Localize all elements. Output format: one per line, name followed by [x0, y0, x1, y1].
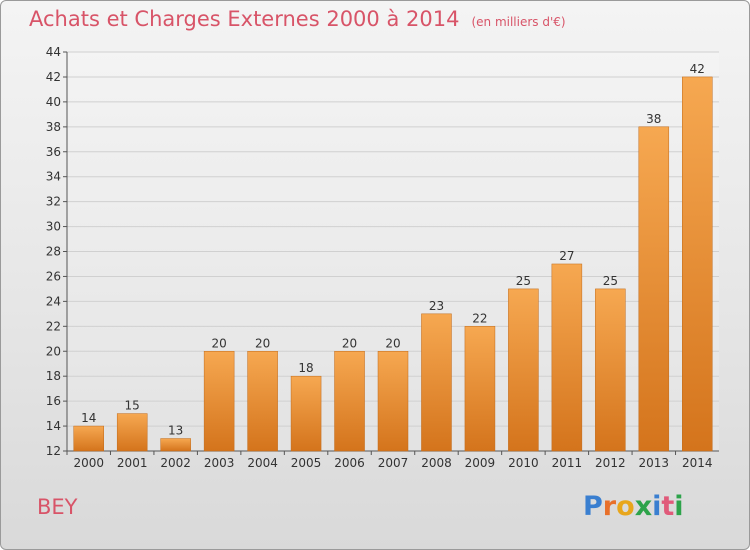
commune-name: BEY — [37, 495, 78, 519]
logo-letter: r — [602, 491, 617, 522]
y-tick-label: 42 — [46, 70, 61, 84]
logo-letter: x — [634, 491, 653, 522]
data-label: 22 — [472, 311, 487, 325]
x-tick-label: 2010 — [508, 456, 539, 470]
bar — [116, 413, 148, 452]
data-label: 23 — [429, 299, 444, 313]
y-tick-label: 16 — [46, 394, 61, 408]
bar — [551, 263, 583, 452]
y-tick-label: 30 — [46, 220, 61, 234]
bar — [247, 351, 278, 452]
x-tick-label: 2005 — [291, 456, 322, 470]
data-label: 20 — [385, 336, 400, 350]
logo-letter: i — [652, 491, 662, 522]
y-tick-label: 22 — [46, 319, 61, 333]
bar — [682, 76, 713, 452]
x-tick-label: 2004 — [247, 456, 278, 470]
data-label: 13 — [168, 424, 183, 438]
chart-title: Achats et Charges Externes 2000 à 2014 (e… — [29, 7, 566, 31]
logo-letter: i — [674, 491, 684, 522]
data-label: 20 — [211, 336, 226, 350]
x-tick-label: 2014 — [682, 456, 713, 470]
proxiti-logo: Proxiti — [583, 491, 684, 522]
y-tick-label: 26 — [46, 269, 61, 283]
data-label: 20 — [255, 336, 270, 350]
data-labels: 14 15 13 20 20 18 20 20 23 22 25 27 25 38 42 — [81, 62, 705, 438]
y-tick-label: 40 — [46, 95, 61, 109]
x-tick-label: 2012 — [595, 456, 626, 470]
data-label: 38 — [646, 112, 661, 126]
y-tick-label: 44 — [46, 45, 61, 59]
x-tick-label: 2008 — [421, 456, 452, 470]
y-tick-label: 20 — [46, 344, 61, 358]
y-tick-label: 28 — [46, 245, 61, 259]
bar — [377, 351, 409, 452]
y-tick-label: 24 — [46, 294, 61, 308]
data-label: 42 — [690, 62, 705, 76]
y-tick-label: 38 — [46, 120, 61, 134]
x-tick-label: 2002 — [160, 456, 191, 470]
chart-title-text: Achats et Charges Externes 2000 à 2014 — [29, 7, 460, 31]
x-tick-label: 2009 — [465, 456, 496, 470]
x-tick-label: 2011 — [552, 456, 583, 470]
y-tick-label: 18 — [46, 369, 61, 383]
x-tick-label: 2001 — [117, 456, 148, 470]
y-tick-label: 36 — [46, 145, 61, 159]
x-tick-label: 2006 — [334, 456, 365, 470]
x-tick-label: 2000 — [73, 456, 104, 470]
data-label: 20 — [342, 336, 357, 350]
bar — [290, 375, 322, 452]
bar — [334, 351, 365, 452]
data-label: 25 — [603, 274, 618, 288]
x-tick-label: 2007 — [378, 456, 409, 470]
data-label: 14 — [81, 411, 96, 425]
logo-letter: o — [616, 491, 635, 522]
bar — [595, 288, 626, 452]
bar — [160, 438, 191, 452]
data-label: 18 — [298, 361, 313, 375]
bars — [73, 76, 713, 452]
bar — [508, 288, 539, 452]
logo-letter: P — [583, 491, 603, 522]
x-tick-label: 2003 — [204, 456, 235, 470]
data-label: 15 — [125, 399, 140, 413]
y-tick-label: 12 — [46, 444, 61, 458]
y-tick-label: 32 — [46, 195, 61, 209]
logo-letter: t — [661, 491, 675, 522]
y-tick-label: 14 — [46, 419, 61, 433]
y-tick-label: 34 — [46, 170, 61, 184]
bar — [421, 313, 452, 452]
x-tick-label: 2013 — [639, 456, 670, 470]
bar — [203, 351, 235, 452]
bar — [73, 425, 104, 452]
bar — [638, 126, 670, 452]
bar — [464, 326, 496, 452]
data-label: 27 — [559, 249, 574, 263]
axes: 12 14 16 18 20 22 24 26 28 30 32 34 36 38 40 42 44 2000 20… — [46, 45, 719, 470]
chart-subtitle: (en milliers d'€) — [471, 15, 566, 29]
data-label: 25 — [516, 274, 531, 288]
